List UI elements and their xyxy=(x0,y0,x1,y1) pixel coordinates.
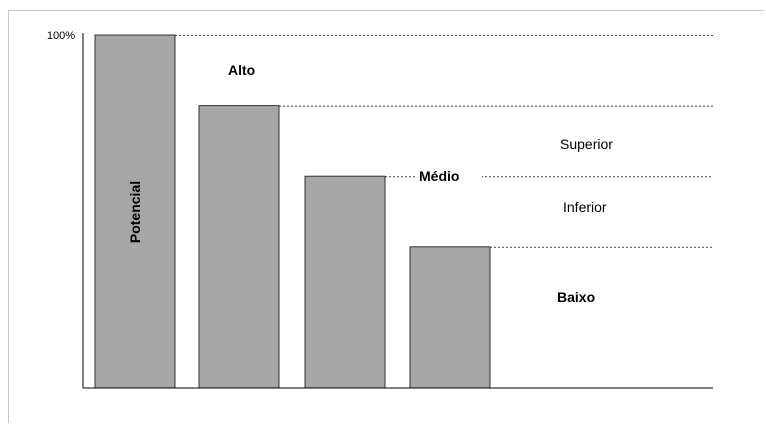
y-tick-label: 100% xyxy=(47,30,75,42)
bar xyxy=(198,105,280,389)
zone-label-inferior: Inferior xyxy=(563,199,607,215)
zone-label-alto: Alto xyxy=(228,62,255,78)
bar-label-potencial: Potencial xyxy=(127,181,143,243)
bar xyxy=(304,175,386,389)
bar xyxy=(94,34,176,389)
zone-label-medio-background xyxy=(416,167,482,185)
bar xyxy=(409,246,491,389)
bars xyxy=(94,34,491,389)
chart-frame xyxy=(8,10,764,423)
zone-label-medio: Médio xyxy=(419,168,459,184)
reference-lines xyxy=(175,35,713,248)
zone-label-baixo: Baixo xyxy=(557,289,595,305)
zone-label-superior: Superior xyxy=(560,136,613,152)
